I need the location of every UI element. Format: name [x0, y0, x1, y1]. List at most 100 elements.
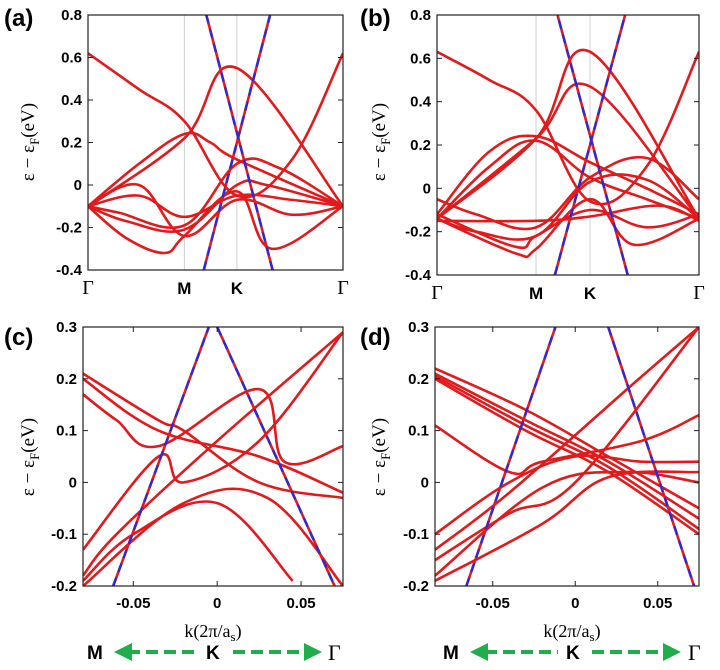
x-path-label-a-1: M — [177, 279, 191, 298]
dirac-line-red-b-1 — [556, 15, 629, 275]
plot-area-a: 0.80.60.40.20-0.2-0.4Γ M K Γ — [56, 7, 349, 299]
y-tick-label-b-0: 0.8 — [410, 7, 431, 24]
svg-text:ε − εF(eV): ε − εF(eV) — [369, 418, 393, 496]
arrowhead-left-icon — [114, 643, 132, 661]
x-label-end-d: ) — [595, 621, 601, 642]
panel-label-a: (a) — [4, 5, 33, 32]
y-tick-label-c-5: -0.2 — [51, 578, 77, 595]
panel-label-b: (b) — [360, 5, 391, 32]
band-line-c-b6 — [83, 500, 294, 582]
y-label-main-d: ε − ε — [369, 460, 390, 496]
panel-c: (c) ε − εF(eV) 0.30.20.10-0.1-0.2-0.05 0 0… — [4, 319, 344, 665]
svg-text:ε − εF(eV): ε − εF(eV) — [369, 103, 393, 181]
y-tick-label-d-0: 0.3 — [408, 319, 429, 336]
y-tick-label-a-2: 0.4 — [61, 92, 83, 109]
panel-label-d: (d) — [360, 324, 391, 351]
x-label-main-d: k(2π/a — [543, 621, 589, 642]
band-line-d-b6 — [435, 454, 699, 536]
band-line-c-b1 — [83, 372, 343, 500]
y-label-unit-c: (eV) — [18, 418, 39, 453]
y-tick-label-a-5: -0.2 — [56, 220, 82, 237]
y-tick-label-d-4: -0.1 — [403, 526, 429, 543]
y-label-unit-d: (eV) — [369, 418, 390, 453]
y-tick-label-b-5: -0.2 — [405, 224, 431, 241]
direction-indicator-c: M K Γ — [87, 640, 341, 665]
y-label-unit-a: (eV) — [18, 103, 39, 138]
x-path-label-b-0: Γ — [431, 282, 443, 304]
bands-d — [435, 327, 699, 586]
direction-right-label-d: Γ — [688, 640, 701, 665]
band-line-b-b1 — [437, 48, 699, 220]
x-path-label-b-3: Γ — [693, 282, 705, 304]
x-tick-label-d-2: 0.05 — [643, 595, 672, 612]
dirac-line-red-a-0 — [202, 15, 272, 270]
x-tick-label-c-2: 0.05 — [286, 595, 315, 612]
x-path-label-b-1: M — [529, 284, 543, 303]
dirac-line-red-a-1 — [205, 15, 274, 270]
y-tick-label-c-3: 0 — [69, 474, 77, 491]
y-label-main-a: ε − ε — [18, 145, 39, 181]
y-label-sub-a: F — [27, 138, 42, 145]
bands-b — [437, 15, 699, 275]
y-tick-label-b-2: 0.4 — [410, 94, 432, 111]
band-line-b-b4 — [437, 134, 699, 216]
direction-right-label-c: Γ — [328, 640, 341, 665]
x-tick-label-c-0: -0.05 — [116, 595, 150, 612]
band-line-b-b5 — [437, 139, 699, 220]
band-line-c-b5 — [83, 331, 343, 577]
band-line-b-b6 — [437, 155, 699, 231]
arrowhead-right-icon — [304, 643, 322, 661]
y-axis-label-c: ε − εF(eV) — [18, 418, 42, 496]
y-label-unit-b: (eV) — [369, 103, 390, 138]
y-tick-label-a-4: 0 — [74, 177, 82, 194]
band-line-d-b8 — [435, 327, 699, 562]
dirac-line-blue-d-0 — [465, 327, 557, 586]
band-line-c-b4 — [83, 331, 343, 551]
band-line-b-b3 — [437, 50, 699, 206]
y-label-sub-c: F — [27, 453, 42, 460]
y-tick-label-c-0: 0.3 — [56, 319, 77, 336]
dirac-line-blue-c-1 — [216, 327, 336, 586]
band-line-a-b6 — [88, 190, 343, 255]
band-line-d-b2 — [435, 372, 699, 520]
plot-area-c: 0.3 0.2 0.1 0 -0.1 -0.2 -0.05 0 0.05 — [51, 319, 344, 612]
y-tick-label-c-1: 0.2 — [56, 371, 77, 388]
y-axis-label-b: ε − εF(eV) — [369, 103, 393, 181]
x-label-main-c: k(2π/a — [184, 621, 230, 642]
plot-frame-c — [82, 326, 344, 587]
plot-area-b: 0.80.60.40.20-0.2-0.4Γ M K Γ — [405, 7, 705, 304]
x-path-label-a-2: K — [231, 279, 244, 298]
y-label-main-c: ε − ε — [18, 460, 39, 496]
direction-center-label-d: K — [566, 643, 580, 664]
y-tick-label-c-2: 0.1 — [56, 423, 77, 440]
x-path-label-a-0: Γ — [82, 277, 94, 299]
x-axis-label-d: k(2π/as) — [543, 621, 600, 644]
band-line-c-b3 — [83, 387, 343, 466]
bands-c — [83, 327, 343, 586]
plot-area-d: 0.3 0.2 0.1 0 -0.1 -0.2 -0.05 0 0.05 — [403, 319, 700, 612]
direction-center-label-c: K — [206, 643, 220, 664]
y-tick-label-d-3: 0 — [421, 474, 429, 491]
svg-text:ε − εF(eV): ε − εF(eV) — [18, 103, 42, 181]
band-line-d-b9 — [435, 470, 699, 577]
y-label-sub-b: F — [378, 138, 393, 145]
band-line-d-b4 — [435, 377, 699, 536]
x-tick-label-c-1: 0 — [213, 595, 221, 612]
arrowhead-right-icon — [663, 643, 681, 661]
band-line-a-b8 — [88, 193, 343, 219]
x-label-end-c: ) — [236, 621, 242, 642]
band-line-d-b10 — [435, 470, 699, 582]
band-line-a-b7 — [88, 182, 343, 238]
direction-left-label-d: M — [443, 643, 459, 664]
y-tick-label-b-3: 0.2 — [410, 137, 431, 154]
y-axis-label-d: ε − εF(eV) — [369, 418, 393, 496]
x-path-label-b-2: K — [584, 284, 597, 303]
y-tick-label-d-5: -0.2 — [403, 578, 429, 595]
band-line-b-b9 — [437, 208, 699, 250]
direction-left-label-c: M — [87, 643, 103, 664]
band-line-d-b5 — [435, 413, 699, 476]
y-tick-label-c-4: -0.1 — [51, 526, 77, 543]
panel-b: (b) ε − εF(eV) 0.80.60.40.20-0.2-0.4Γ M K Γ — [360, 5, 705, 304]
y-tick-label-b-4: 0 — [423, 180, 431, 197]
